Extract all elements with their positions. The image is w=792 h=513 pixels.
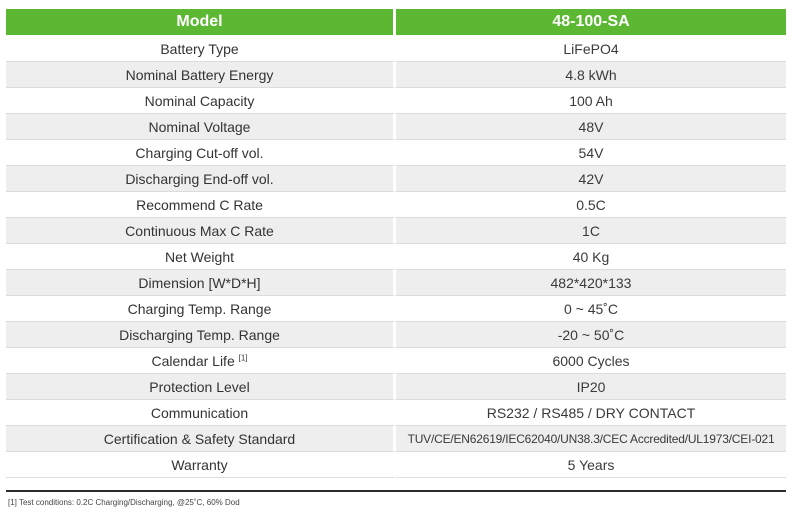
row-value: 5 Years — [396, 452, 786, 478]
footnote: [1] Test conditions: 0.2C Charging/Disch… — [8, 498, 240, 507]
header-row: Model 48-100-SA — [6, 9, 786, 36]
row-label: Charging Temp. Range — [6, 296, 396, 322]
row-label: Discharging End-off vol. — [6, 166, 396, 192]
row-label: Net Weight — [6, 244, 396, 270]
table-row: Discharging End-off vol. 42V — [6, 166, 786, 192]
row-label: Nominal Battery Energy — [6, 62, 396, 88]
row-value: RS232 / RS485 / DRY CONTACT — [396, 400, 786, 426]
row-label-text: Calendar Life — [151, 352, 235, 369]
table-row: Warranty 5 Years — [6, 452, 786, 478]
row-value: 42V — [396, 166, 786, 192]
table-row: Nominal Capacity 100 Ah — [6, 88, 786, 114]
row-label: Warranty — [6, 452, 396, 478]
row-value: 4.8 kWh — [396, 62, 786, 88]
table-row: Communication RS232 / RS485 / DRY CONTAC… — [6, 400, 786, 426]
row-value: LiFePO4 — [396, 36, 786, 62]
row-label: Nominal Voltage — [6, 114, 396, 140]
table-row: Charging Temp. Range 0 ~ 45˚C — [6, 296, 786, 322]
row-label: Charging Cut-off vol. — [6, 140, 396, 166]
row-label: Certification & Safety Standard — [6, 426, 396, 452]
row-label: Protection Level — [6, 374, 396, 400]
row-value: 1C — [396, 218, 786, 244]
table-row: Certification & Safety Standard TUV/CE/E… — [6, 426, 786, 452]
row-label: Nominal Capacity — [6, 88, 396, 114]
row-value: 0.5C — [396, 192, 786, 218]
row-value: IP20 — [396, 374, 786, 400]
row-label-calendar-life: Calendar Life [1] — [6, 348, 396, 374]
row-label: Recommend C Rate — [6, 192, 396, 218]
table-row: Discharging Temp. Range -20 ~ 50˚C — [6, 322, 786, 348]
header-model-label: Model — [6, 9, 396, 36]
row-label: Continuous Max C Rate — [6, 218, 396, 244]
row-value: 48V — [396, 114, 786, 140]
row-value: 0 ~ 45˚C — [396, 296, 786, 322]
row-value: 100 Ah — [396, 88, 786, 114]
table-row: Net Weight 40 Kg — [6, 244, 786, 270]
spec-table: Model 48-100-SA Battery Type LiFePO4 Nom… — [6, 9, 786, 478]
row-value: 40 Kg — [396, 244, 786, 270]
row-value: 54V — [396, 140, 786, 166]
row-label: Discharging Temp. Range — [6, 322, 396, 348]
divider — [6, 490, 786, 492]
row-value: -20 ~ 50˚C — [396, 322, 786, 348]
table-row: Charging Cut-off vol. 54V — [6, 140, 786, 166]
row-value: 6000 Cycles — [396, 348, 786, 374]
table-row: Nominal Battery Energy 4.8 kWh — [6, 62, 786, 88]
row-label: Battery Type — [6, 36, 396, 62]
row-label: Communication — [6, 400, 396, 426]
table-row: Calendar Life [1] 6000 Cycles — [6, 348, 786, 374]
footnote-ref: [1] — [238, 352, 248, 362]
row-label: Dimension [W*D*H] — [6, 270, 396, 296]
header-model-value: 48-100-SA — [396, 9, 786, 36]
table-row: Recommend C Rate 0.5C — [6, 192, 786, 218]
table-row: Continuous Max C Rate 1C — [6, 218, 786, 244]
table-row: Dimension [W*D*H] 482*420*133 — [6, 270, 786, 296]
table-row: Protection Level IP20 — [6, 374, 786, 400]
table-row: Battery Type LiFePO4 — [6, 36, 786, 62]
row-value: 482*420*133 — [396, 270, 786, 296]
table-row: Nominal Voltage 48V — [6, 114, 786, 140]
row-value: TUV/CE/EN62619/IEC62040/UN38.3/CEC Accre… — [396, 426, 786, 452]
